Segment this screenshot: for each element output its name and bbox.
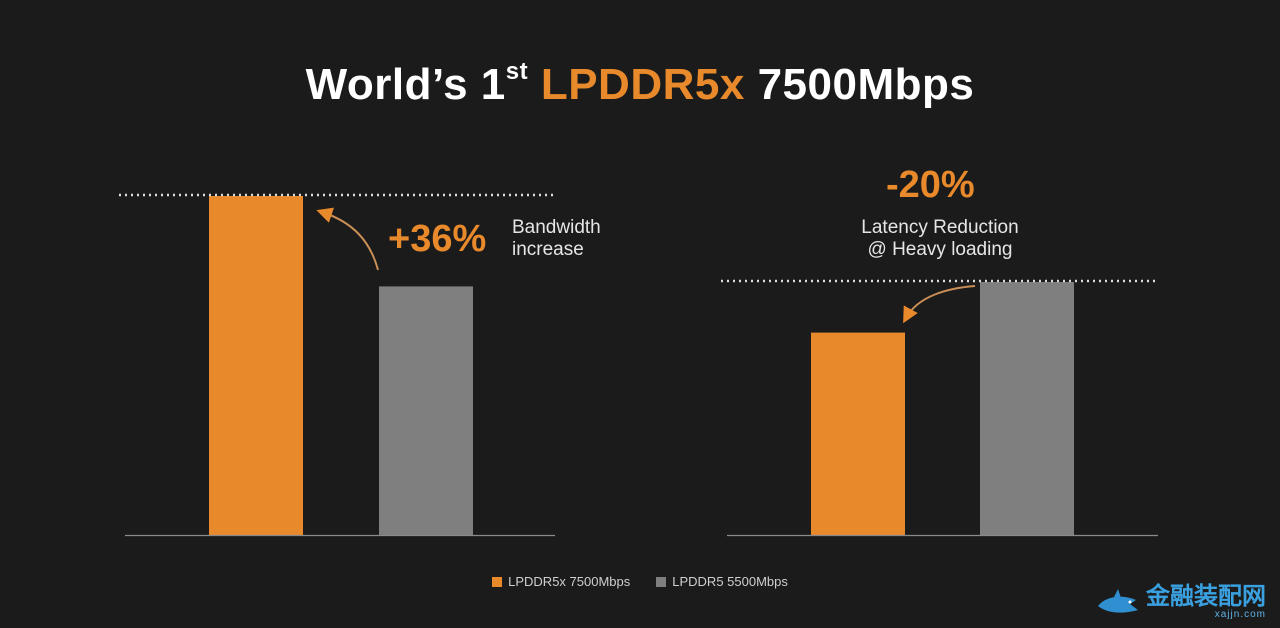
latency-bar-lpddr5: [980, 282, 1074, 535]
bandwidth-bar-lpddr5: [379, 286, 473, 535]
latency-bar-lpddr5x: [811, 332, 905, 535]
bandwidth-annotation-line-2: increase: [512, 239, 584, 260]
bandwidth-increase-arrow: [316, 207, 379, 271]
bandwidth-annotation-line-1: Bandwidth: [512, 217, 601, 238]
watermark: 金融装配网 xajjn.com: [1096, 585, 1266, 620]
watermark-main: 金融装配网: [1146, 583, 1266, 610]
latency-annotation-line-1: Latency Reduction: [861, 217, 1019, 238]
latency-reduction-arrow: [903, 285, 976, 324]
legend-label-lpddr5: LPDDR5 5500Mbps: [672, 574, 788, 589]
title-superscript: st: [505, 58, 529, 85]
legend-label-lpddr5x: LPDDR5x 7500Mbps: [508, 574, 631, 589]
title-suffix: 7500Mbps: [757, 60, 975, 109]
latency-change-label: -20%: [886, 164, 975, 206]
watermark-url: xajjn.com: [1214, 609, 1266, 620]
latency-annotation-line-2: @ Heavy loading: [867, 239, 1013, 260]
legend-item-lpddr5x: LPDDR5x 7500Mbps: [492, 574, 630, 589]
bandwidth-annotation-text: Bandwidth increase: [512, 217, 601, 261]
legend-swatch-lpddr5x: [492, 576, 503, 587]
bandwidth-change-label: +36%: [388, 218, 487, 260]
bandwidth-bar-lpddr5x: [209, 196, 303, 535]
shark-logo-icon: [1098, 588, 1138, 613]
title-accent: LPDDR5x: [540, 60, 745, 109]
legend-swatch-lpddr5: [656, 576, 667, 587]
watermark-text: 金融装配网 xajjn.com: [1146, 583, 1266, 621]
legend-item-lpddr5: LPDDR5 5500Mbps: [656, 574, 788, 589]
page-title: World’s 1st LPDDR5x 7500Mbps: [0, 58, 1280, 110]
legend: LPDDR5x 7500Mbps LPDDR5 5500Mbps: [0, 574, 1280, 589]
latency-annotation-text: Latency Reduction @ Heavy loading: [840, 217, 1040, 261]
title-prefix: World’s 1: [305, 60, 506, 109]
